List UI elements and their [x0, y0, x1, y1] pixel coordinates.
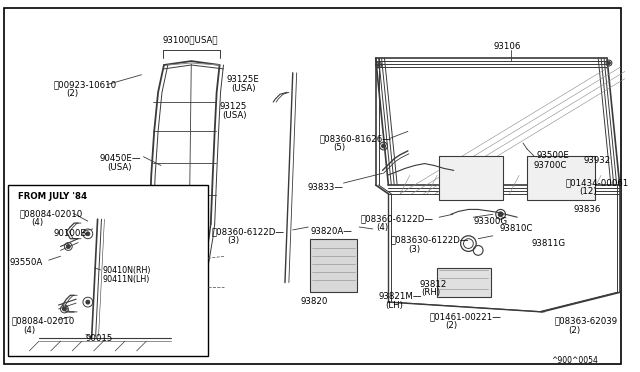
Text: 90411N(LH): 90411N(LH): [102, 275, 150, 284]
Text: 93836: 93836: [574, 205, 601, 214]
Text: 93932: 93932: [584, 156, 611, 165]
Text: 93125E: 93125E: [227, 75, 259, 84]
Text: (2): (2): [568, 326, 580, 334]
Text: (4): (4): [24, 326, 36, 334]
Text: (USA): (USA): [108, 163, 132, 171]
Text: (3): (3): [227, 236, 239, 245]
Text: 93700C: 93700C: [534, 161, 567, 170]
Circle shape: [381, 144, 385, 148]
Text: 08360-6122D—: 08360-6122D—: [361, 214, 434, 223]
Text: 93821M—: 93821M—: [379, 292, 422, 301]
Text: 90015: 90015: [86, 334, 113, 343]
Text: 90450E—: 90450E—: [100, 154, 141, 163]
Bar: [527, 156, 595, 200]
Text: 083630-6122D—: 083630-6122D—: [390, 236, 469, 245]
Text: 01461-00221—: 01461-00221—: [429, 312, 501, 321]
Text: 90100B: 90100B: [54, 229, 87, 238]
Text: 08084-02010: 08084-02010: [19, 209, 83, 218]
Text: (2): (2): [67, 89, 79, 98]
Text: 93833—: 93833—: [307, 183, 344, 192]
Text: (5): (5): [333, 143, 346, 152]
Bar: [310, 239, 357, 292]
Text: 93500E: 93500E: [537, 151, 570, 160]
Text: (4): (4): [377, 223, 389, 232]
Text: 93125: 93125: [220, 102, 247, 111]
Circle shape: [377, 64, 380, 67]
Text: 93550A: 93550A: [10, 258, 43, 267]
Text: FROM JULY '84: FROM JULY '84: [17, 192, 86, 201]
Text: 93820A—: 93820A—: [310, 227, 352, 236]
Bar: [439, 156, 502, 200]
Text: 90410N(RH): 90410N(RH): [102, 266, 151, 275]
Circle shape: [607, 62, 611, 64]
Text: 01434-00061: 01434-00061: [566, 178, 629, 187]
Text: 08084-02010: 08084-02010: [12, 317, 75, 326]
Text: 08363-62039: 08363-62039: [554, 317, 618, 326]
Circle shape: [498, 212, 503, 217]
Circle shape: [86, 232, 90, 236]
Text: (RH): (RH): [422, 288, 441, 298]
Text: (USA): (USA): [231, 84, 256, 93]
Text: ^900^0054: ^900^0054: [552, 356, 598, 365]
Text: (3): (3): [408, 244, 420, 254]
Circle shape: [86, 300, 90, 304]
Text: (12): (12): [580, 187, 597, 196]
Text: 93812: 93812: [420, 280, 447, 289]
Circle shape: [67, 244, 70, 248]
Bar: [437, 268, 491, 297]
Circle shape: [63, 307, 67, 311]
Text: 93820: 93820: [301, 297, 328, 306]
Text: (USA): (USA): [223, 111, 247, 120]
Bar: [8, 185, 208, 356]
Text: 08360-6122D—: 08360-6122D—: [212, 227, 285, 236]
Text: 93811G: 93811G: [532, 239, 566, 248]
Text: 93810C: 93810C: [500, 224, 533, 233]
Text: 93106: 93106: [494, 42, 521, 51]
Text: (2): (2): [445, 321, 457, 330]
Text: 93300G: 93300G: [474, 217, 508, 226]
Text: (4): (4): [31, 218, 44, 227]
Text: (LH): (LH): [385, 301, 403, 310]
Text: 00923-10610: 00923-10610: [54, 81, 116, 90]
Text: 93100〈USA〉: 93100〈USA〉: [163, 36, 218, 45]
Text: 08360-81626—: 08360-81626—: [320, 134, 392, 143]
